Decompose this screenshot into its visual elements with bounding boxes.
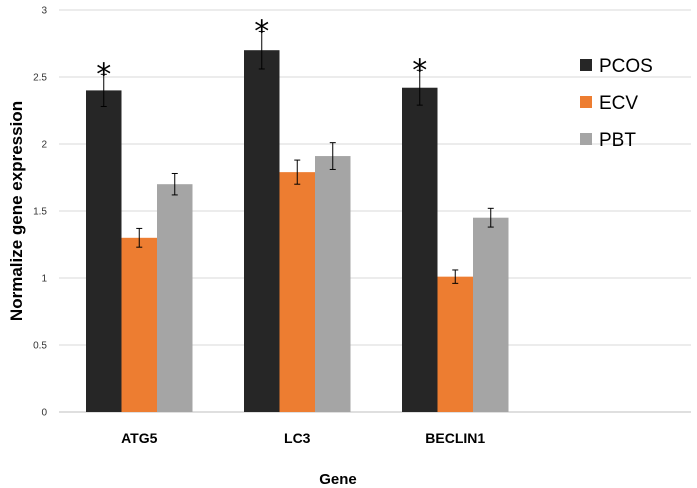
bar-ecv-beclin1 [437,276,473,412]
error-bar-pbt-lc3 [329,142,336,170]
bar-pbt-atg5 [157,184,193,412]
y-tick-label: 1.5 [33,207,47,218]
bar-pcos-lc3 [244,50,280,412]
bar-ecv-atg5 [121,237,157,412]
x-axis-categories: ATG5 LC3 BECLIN1 [121,430,485,446]
error-bar-pcos-atg5 [100,73,107,107]
y-tick-label: 1 [41,274,47,285]
error-bar-pcos-beclin1 [416,69,423,106]
legend-item-ecv: ECV [580,93,638,114]
legend-swatch [580,96,592,108]
x-axis-title: Gene [319,471,357,488]
legend-label: ECV [599,93,638,114]
legend-swatch [580,133,592,145]
error-bar-pbt-beclin1 [487,207,494,228]
legend-item-pbt: PBT [580,130,636,151]
legend-item-pcos: PCOS [580,56,653,77]
y-tick-label: 0 [41,408,47,419]
error-bar-ecv-beclin1 [452,269,459,284]
y-axis-title: Normalize gene expression [7,101,26,321]
y-tick-label: 2.5 [33,73,47,84]
x-category-label: LC3 [284,430,311,446]
bar-pbt-beclin1 [473,217,509,412]
y-tick-label: 0.5 [33,341,47,352]
bar-pcos-beclin1 [402,87,438,412]
significance-asterisk: * [96,57,111,92]
error-bar-ecv-atg5 [136,227,143,248]
legend: PCOS ECV PBT [580,56,653,151]
bar-ecv-lc3 [279,172,315,412]
bars [86,50,509,413]
error-bars [100,30,494,284]
y-axis-ticks: 0 0.5 1 1.5 2 2.5 3 [33,6,47,419]
error-bar-pcos-lc3 [258,30,265,70]
y-tick-label: 3 [41,6,47,17]
x-category-label: BECLIN1 [425,430,485,446]
legend-label: PCOS [599,56,653,77]
y-tick-label: 2 [41,140,47,151]
legend-label: PBT [599,130,636,151]
bar-pbt-lc3 [315,156,351,412]
error-bar-pbt-atg5 [171,172,178,196]
bar-pcos-atg5 [86,90,122,413]
significance-asterisk: * [412,53,427,88]
legend-swatch [580,59,592,71]
x-category-label: ATG5 [121,430,158,446]
significance-asterisk: * [254,14,269,49]
error-bar-ecv-lc3 [294,159,301,185]
significance-markers: * * * [96,14,427,92]
